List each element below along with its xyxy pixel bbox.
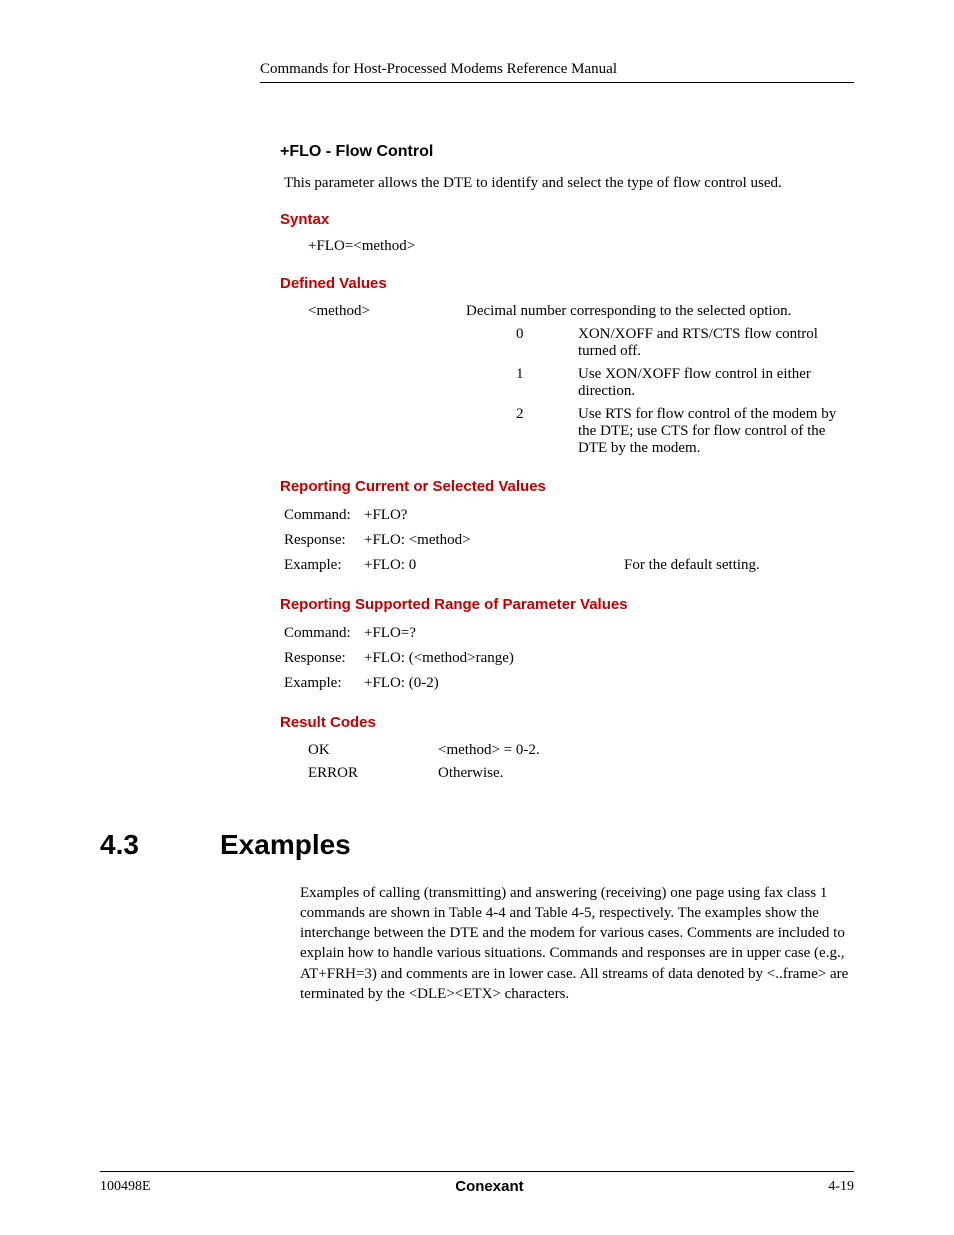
- kv-value: +FLO: (<method>range): [364, 646, 624, 671]
- section-title: Examples: [220, 829, 351, 861]
- section-heading-row: 4.3 Examples: [100, 829, 854, 861]
- syntax-heading: Syntax: [280, 211, 854, 228]
- kv-label: Command:: [284, 621, 364, 646]
- kv-value: +FLO: (0-2): [364, 671, 624, 696]
- option-desc: Use RTS for flow control of the modem by…: [578, 403, 854, 460]
- table-row: Response: +FLO: (<method>range): [284, 646, 624, 671]
- option-desc: Use XON/XOFF flow control in either dire…: [578, 363, 854, 403]
- kv-value: +FLO?: [364, 503, 624, 528]
- footer-left: 100498E: [100, 1179, 151, 1195]
- result-code: ERROR: [308, 762, 438, 785]
- result-codes-heading: Result Codes: [280, 714, 854, 731]
- option-num: 1: [466, 363, 578, 403]
- param-desc: Decimal number corresponding to the sele…: [466, 300, 854, 323]
- result-codes-table: OK <method> = 0-2. ERROR Otherwise.: [308, 739, 540, 785]
- param-name: <method>: [280, 300, 466, 323]
- content-area: +FLO - Flow Control This parameter allow…: [280, 143, 854, 785]
- reporting-current-heading: Reporting Current or Selected Values: [280, 478, 854, 495]
- reporting-range-heading: Reporting Supported Range of Parameter V…: [280, 596, 854, 613]
- option-desc: XON/XOFF and RTS/CTS flow control turned…: [578, 323, 854, 363]
- kv-value: +FLO=?: [364, 621, 624, 646]
- table-row: 2 Use RTS for flow control of the modem …: [280, 403, 854, 460]
- table-row: Response: +FLO: <method>: [284, 528, 760, 553]
- option-num: 2: [466, 403, 578, 460]
- kv-label: Example:: [284, 553, 364, 578]
- table-row: Command: +FLO=?: [284, 621, 624, 646]
- kv-label: Example:: [284, 671, 364, 696]
- result-desc: Otherwise.: [438, 762, 540, 785]
- defined-values-table: <method> Decimal number corresponding to…: [280, 300, 854, 460]
- table-row: Command: +FLO?: [284, 503, 760, 528]
- page-header: Commands for Host-Processed Modems Refer…: [260, 60, 854, 83]
- page-footer: 100498E Conexant 4-19: [100, 1171, 854, 1195]
- section-number: 4.3: [100, 829, 220, 861]
- kv-label: Response:: [284, 528, 364, 553]
- option-num: 0: [466, 323, 578, 363]
- table-row: 0 XON/XOFF and RTS/CTS flow control turn…: [280, 323, 854, 363]
- table-row: ERROR Otherwise.: [308, 762, 540, 785]
- defined-values-heading: Defined Values: [280, 275, 854, 292]
- table-row: Example: +FLO: 0 For the default setting…: [284, 553, 760, 578]
- kv-value: +FLO: <method>: [364, 528, 624, 553]
- page: Commands for Host-Processed Modems Refer…: [0, 0, 954, 1235]
- table-row: 1 Use XON/XOFF flow control in either di…: [280, 363, 854, 403]
- syntax-text: +FLO=<method>: [308, 236, 854, 256]
- kv-value: +FLO: 0: [364, 553, 624, 578]
- footer-center: Conexant: [455, 1178, 523, 1195]
- kv-label: Response:: [284, 646, 364, 671]
- table-row: Example: +FLO: (0-2): [284, 671, 624, 696]
- result-code: OK: [308, 739, 438, 762]
- table-row: <method> Decimal number corresponding to…: [280, 300, 854, 323]
- kv-note: For the default setting.: [624, 553, 760, 578]
- footer-right: 4-19: [828, 1179, 854, 1195]
- command-title: +FLO - Flow Control: [280, 143, 854, 161]
- command-description: This parameter allows the DTE to identif…: [284, 173, 854, 193]
- result-desc: <method> = 0-2.: [438, 739, 540, 762]
- reporting-range-table: Command: +FLO=? Response: +FLO: (<method…: [284, 621, 624, 696]
- reporting-current-table: Command: +FLO? Response: +FLO: <method> …: [284, 503, 760, 578]
- header-title: Commands for Host-Processed Modems Refer…: [260, 61, 617, 77]
- kv-label: Command:: [284, 503, 364, 528]
- section-body: Examples of calling (transmitting) and a…: [300, 883, 854, 1005]
- table-row: OK <method> = 0-2.: [308, 739, 540, 762]
